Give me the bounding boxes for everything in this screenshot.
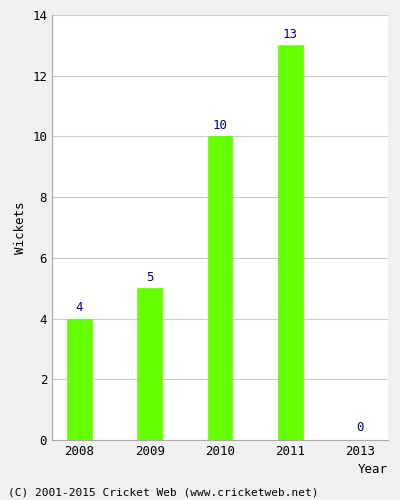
Text: 13: 13 [283, 28, 298, 41]
Bar [208, 136, 232, 440]
Text: 5: 5 [146, 270, 154, 283]
Bar [67, 318, 92, 440]
Text: (C) 2001-2015 Cricket Web (www.cricketweb.net): (C) 2001-2015 Cricket Web (www.cricketwe… [8, 488, 318, 498]
Text: 4: 4 [76, 301, 83, 314]
Y-axis label: Wickets: Wickets [14, 201, 26, 254]
Text: 10: 10 [212, 119, 228, 132]
Bar [138, 288, 162, 440]
X-axis label: Year: Year [358, 464, 388, 476]
Text: 0: 0 [357, 421, 364, 434]
Bar [278, 46, 302, 440]
